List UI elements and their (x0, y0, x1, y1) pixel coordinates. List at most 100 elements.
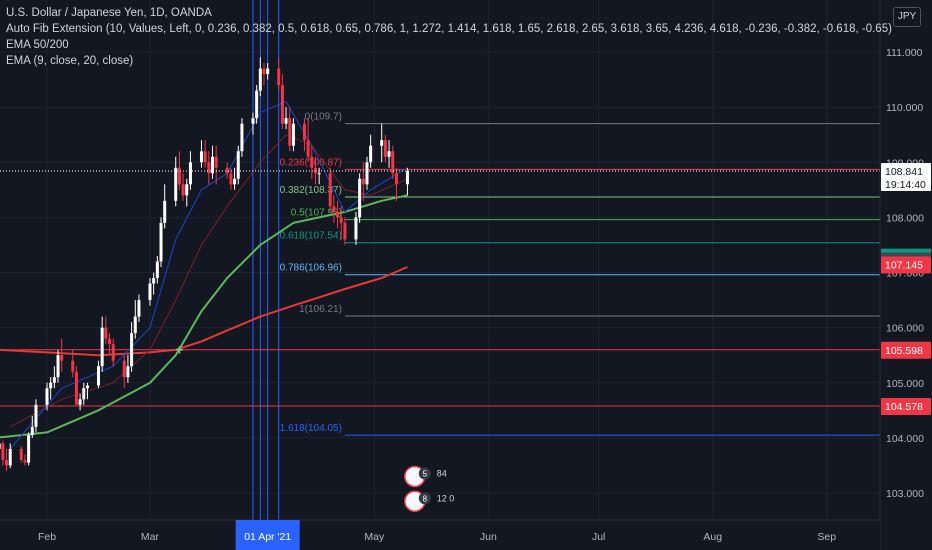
ema-20-line[interactable] (9, 134, 408, 428)
candle-body[interactable] (0, 443, 1, 449)
candle-body[interactable] (45, 388, 49, 405)
candle-body[interactable] (310, 156, 314, 168)
candle-body[interactable] (358, 178, 362, 218)
candle-body[interactable] (5, 459, 9, 466)
candle-body[interactable] (262, 68, 266, 75)
candle-body[interactable] (23, 459, 27, 463)
candle-body[interactable] (233, 178, 237, 185)
candle-body[interactable] (229, 173, 233, 185)
time-axis[interactable]: Feb Mar 01 Apr '21 May Jun Jul Aug Sep (0, 519, 880, 550)
candle-body[interactable] (148, 283, 152, 301)
fib-indicator-label[interactable]: Auto Fib Extension (10, Values, Left, 0,… (6, 23, 892, 35)
candle-body[interactable] (394, 173, 398, 185)
candle-body[interactable] (185, 184, 189, 196)
cross-marker[interactable]: + (175, 342, 183, 358)
event-badge[interactable]: 5 84 (404, 465, 447, 488)
currency-button[interactable]: JPY (893, 7, 921, 27)
candle-body[interactable] (280, 85, 284, 124)
candle-body[interactable] (339, 217, 343, 223)
plot-area[interactable]: 0(109.7)0.236(108.87)0.382(108.37)0.5(10… (0, 0, 880, 520)
candle-body[interactable] (328, 173, 332, 207)
candle-body[interactable] (137, 300, 141, 317)
event-count-badge (418, 492, 431, 505)
candle-body[interactable] (284, 118, 288, 124)
candle-body[interactable] (336, 211, 340, 218)
candle-body[interactable] (174, 167, 178, 201)
candle-body[interactable] (317, 173, 321, 175)
candle-body[interactable] (85, 385, 89, 389)
event-badge[interactable]: 8 12 0 (404, 490, 455, 513)
candle-body[interactable] (266, 68, 270, 75)
candle-body[interactable] (288, 118, 292, 146)
candle-body[interactable] (52, 377, 56, 383)
candle-body[interactable] (214, 156, 218, 168)
candle-body[interactable] (163, 200, 167, 223)
candle-body[interactable] (104, 327, 108, 339)
candle-body[interactable] (277, 68, 281, 86)
candle-body[interactable] (343, 222, 347, 240)
candle-body[interactable] (302, 123, 306, 141)
candle-body[interactable] (306, 140, 310, 157)
event-count-badge (418, 467, 431, 480)
candle-body[interactable] (82, 388, 86, 400)
candle-body[interactable] (387, 151, 391, 157)
candle-body[interactable] (225, 167, 229, 174)
candle-body[interactable] (181, 184, 185, 196)
candle-body[interactable] (369, 145, 373, 163)
candle-body[interactable] (60, 355, 64, 361)
candle-body[interactable] (152, 278, 156, 284)
candle-body[interactable] (258, 68, 262, 91)
candle-body[interactable] (34, 404, 38, 427)
candle-body[interactable] (354, 217, 358, 240)
candle-body[interactable] (155, 261, 159, 279)
candle-body[interactable] (380, 140, 384, 146)
symbol-title[interactable]: U.S. Dollar / Japanese Yen, 1D, OANDA (6, 7, 212, 19)
ema-200-line[interactable] (0, 266, 408, 357)
candle-body[interactable] (240, 123, 244, 152)
candle-body[interactable] (236, 151, 240, 179)
candle-body[interactable] (188, 162, 192, 185)
candle-body[interactable] (1, 443, 5, 460)
candle-body[interactable] (96, 366, 100, 386)
candle-body[interactable] (332, 206, 336, 212)
candle-body[interactable] (130, 333, 134, 367)
candle-body[interactable] (159, 222, 163, 262)
candle-body[interactable] (361, 178, 365, 185)
candle-body[interactable] (100, 327, 104, 367)
candle-body[interactable] (203, 151, 207, 163)
price-tick-label: 104.000 (886, 433, 924, 445)
candle-body[interactable] (211, 156, 215, 174)
candle-body[interactable] (108, 338, 112, 345)
candle-body[interactable] (78, 399, 82, 405)
candle-body[interactable] (49, 382, 53, 389)
price-label: 104.578 (885, 401, 923, 413)
legend: U.S. Dollar / Japanese Yen, 1D, OANDA Au… (6, 5, 892, 69)
candle-body[interactable] (199, 151, 203, 163)
candle-body[interactable] (56, 355, 60, 378)
candle-body[interactable] (133, 316, 137, 334)
candle-body[interactable] (71, 360, 75, 372)
candle-body[interactable] (251, 118, 255, 124)
ema-50-200-label[interactable]: EMA 50/200 (6, 39, 69, 51)
candle-body[interactable] (207, 162, 211, 174)
time-tick-label: Aug (703, 531, 722, 543)
candle-body[interactable] (291, 123, 295, 146)
candle-body[interactable] (391, 151, 395, 174)
price-axis[interactable]: 111.000110.000109.000108.000107.000106.0… (879, 0, 932, 550)
candle-body[interactable] (383, 140, 387, 157)
candle-body[interactable] (111, 344, 115, 361)
price-label: 107.145 (885, 260, 923, 272)
candle-body[interactable] (27, 435, 31, 463)
candle-body[interactable] (405, 171, 409, 185)
candle-body[interactable] (19, 448, 23, 460)
candle-body[interactable] (365, 162, 369, 185)
candle-body[interactable] (8, 448, 12, 466)
candle-body[interactable] (30, 426, 34, 436)
candle-body[interactable] (126, 366, 130, 378)
candle-body[interactable] (177, 167, 181, 185)
ema-9-20-label[interactable]: EMA (9, close, 20, close) (6, 55, 134, 67)
candle-body[interactable] (255, 90, 259, 119)
candle-body[interactable] (122, 360, 126, 378)
candle-body[interactable] (74, 371, 78, 405)
